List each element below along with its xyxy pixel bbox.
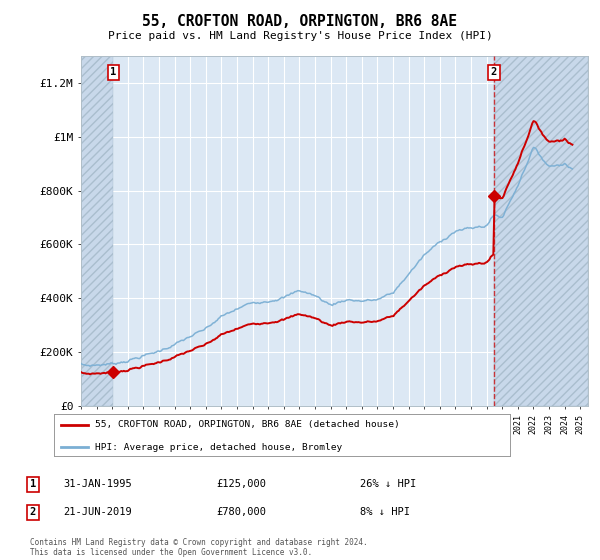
Text: 2: 2: [491, 67, 497, 77]
Text: 1: 1: [110, 67, 116, 77]
Text: 31-JAN-1995: 31-JAN-1995: [63, 479, 132, 489]
Text: 55, CROFTON ROAD, ORPINGTON, BR6 8AE (detached house): 55, CROFTON ROAD, ORPINGTON, BR6 8AE (de…: [95, 421, 400, 430]
Bar: [81, 56, 113, 406]
Bar: [494, 56, 588, 406]
Text: 21-JUN-2019: 21-JUN-2019: [63, 507, 132, 517]
Text: £780,000: £780,000: [216, 507, 266, 517]
Text: HPI: Average price, detached house, Bromley: HPI: Average price, detached house, Brom…: [95, 442, 342, 452]
Text: 2: 2: [30, 507, 36, 517]
Text: Price paid vs. HM Land Registry's House Price Index (HPI): Price paid vs. HM Land Registry's House …: [107, 31, 493, 41]
Text: 1: 1: [30, 479, 36, 489]
Text: Contains HM Land Registry data © Crown copyright and database right 2024.
This d: Contains HM Land Registry data © Crown c…: [30, 538, 368, 557]
Text: 8% ↓ HPI: 8% ↓ HPI: [360, 507, 410, 517]
Text: £125,000: £125,000: [216, 479, 266, 489]
Text: 26% ↓ HPI: 26% ↓ HPI: [360, 479, 416, 489]
Text: 55, CROFTON ROAD, ORPINGTON, BR6 8AE: 55, CROFTON ROAD, ORPINGTON, BR6 8AE: [143, 14, 458, 29]
